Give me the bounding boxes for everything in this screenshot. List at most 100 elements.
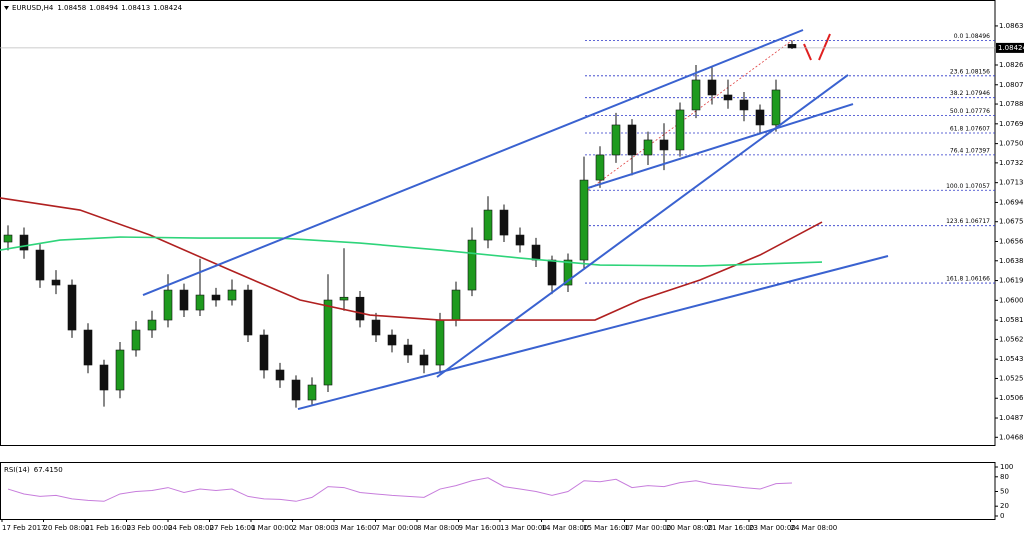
y-tick-label: 1.07695: [999, 120, 1024, 128]
candle-body: [83, 329, 93, 366]
candle-body: [435, 319, 445, 366]
candle-body: [243, 289, 253, 336]
x-tick-label: 24 Feb 08:00: [168, 524, 214, 532]
candle-body: [307, 384, 317, 401]
y-tick-label: 1.06000: [999, 296, 1024, 304]
candle-body: [755, 109, 765, 126]
x-tick-label: 15 Mar 16:00: [583, 524, 630, 532]
candle-body: [211, 294, 221, 301]
candle-body: [371, 319, 381, 336]
x-tick-label: 2 Mar 08:00: [293, 524, 335, 532]
trendline: [436, 74, 849, 378]
y-tick-label: 1.06380: [999, 257, 1024, 265]
rsi-current: 67.4150: [34, 466, 63, 474]
fib-label: 50.0 1.07776: [950, 108, 990, 115]
candle-body: [611, 124, 621, 156]
candle-body: [771, 89, 781, 126]
rsi-header: RSI(14) 67.4150: [4, 466, 63, 474]
main-panel: [0, 0, 996, 446]
y-tick-label: 1.05435: [999, 355, 1024, 363]
trendline: [297, 255, 889, 411]
rsi-tick-label: 80: [1000, 473, 1009, 481]
y-tick-label: 1.07130: [999, 179, 1024, 187]
x-tick-label: 8 Mar 08:00: [417, 524, 459, 532]
fib-label: 161.8 1.06166: [946, 276, 990, 283]
x-tick-label: 24 Mar 08:00: [791, 524, 838, 532]
candle-body: [147, 319, 157, 331]
fib-label: 123.6 1.06717: [946, 218, 990, 225]
y-tick-label: 1.05060: [999, 394, 1024, 402]
fib-label: 100.0 1.07057: [946, 183, 990, 190]
x-tick-label: 17 Mar 00:00: [625, 524, 672, 532]
chart-header: EURUSD,H4 1.08458 1.08494 1.08413 1.08424: [12, 4, 183, 12]
x-tick-label: 14 Mar 08:00: [542, 524, 589, 532]
rsi-tick-label: 50: [1000, 488, 1009, 496]
y-tick-label: 1.05625: [999, 335, 1024, 343]
x-tick-label: 3 Mar 16:00: [334, 524, 376, 532]
fib-label: 76.4 1.07397: [950, 147, 990, 154]
y-tick-label: 1.05810: [999, 316, 1024, 324]
x-tick-label: 21 Feb 16:00: [85, 524, 131, 532]
x-tick-label: 17 Feb 2017: [2, 524, 46, 532]
candle-body: [659, 139, 669, 151]
y-tick-label: 1.07320: [999, 159, 1024, 167]
x-tick-label: 21 Mar 16:00: [708, 524, 755, 532]
candle-body: [51, 279, 61, 286]
candle-body: [707, 79, 717, 96]
y-tick-label: 1.07505: [999, 140, 1024, 148]
moving-average: [0, 236, 823, 267]
y-tick-label: 1.08635: [999, 22, 1024, 30]
trendline: [142, 29, 804, 296]
menu-arrow: [4, 6, 9, 10]
candle-body: [723, 94, 733, 101]
close: 1.08424: [153, 4, 182, 12]
candle-body: [115, 349, 125, 391]
candle-body: [19, 234, 29, 251]
candle-body: [675, 109, 685, 151]
rsi-line: [7, 477, 793, 502]
candle-body: [483, 209, 493, 241]
candle-body: [323, 299, 333, 386]
trendline: [587, 103, 854, 189]
candle-body: [227, 289, 237, 301]
candle-body: [547, 259, 557, 286]
annotation-stroke: [803, 43, 812, 61]
candle-body: [403, 344, 413, 356]
candle-body: [179, 289, 189, 311]
candle-body: [531, 244, 541, 261]
x-tick-label: 27 Feb 16:00: [210, 524, 256, 532]
candle-body: [3, 234, 13, 243]
candle-body: [627, 124, 637, 156]
y-tick-label: 1.08260: [999, 61, 1024, 69]
x-tick-label: 23 Mar 00:00: [749, 524, 796, 532]
y-tick-label: 1.06940: [999, 198, 1024, 206]
symbol: EURUSD,H4: [12, 4, 54, 12]
rsi-tick-label: 0: [1000, 512, 1004, 520]
candle-body: [739, 99, 749, 111]
high: 1.08494: [89, 4, 118, 12]
x-tick-label: 1 Mar 00:00: [251, 524, 293, 532]
last-price-label: 1.08424: [998, 44, 1024, 52]
x-tick-label: 9 Mar 16:00: [459, 524, 501, 532]
candle-body: [419, 354, 429, 366]
y-tick-label: 1.05250: [999, 374, 1024, 382]
annotation-stroke: [818, 33, 831, 61]
y-tick-label: 1.08070: [999, 81, 1024, 89]
x-tick-label: 13 Mar 00:00: [500, 524, 547, 532]
x-tick-label: 20 Mar 08:00: [666, 524, 713, 532]
rsi-tick-label: 100: [1000, 463, 1013, 471]
candle-body: [163, 289, 173, 321]
y-tick-label: 1.04870: [999, 414, 1024, 422]
candle-body: [35, 249, 45, 281]
y-tick-label: 1.07885: [999, 100, 1024, 108]
candle-body: [275, 369, 285, 381]
rsi-name: RSI(14): [4, 466, 30, 474]
moving-average: [0, 197, 823, 321]
candle-body: [467, 239, 477, 291]
candle-body: [563, 259, 573, 286]
x-tick-label: 23 Feb 00:00: [127, 524, 173, 532]
fib-label: 0.0 1.08496: [954, 33, 990, 40]
candle-body: [579, 179, 589, 261]
candle-body: [339, 296, 349, 301]
